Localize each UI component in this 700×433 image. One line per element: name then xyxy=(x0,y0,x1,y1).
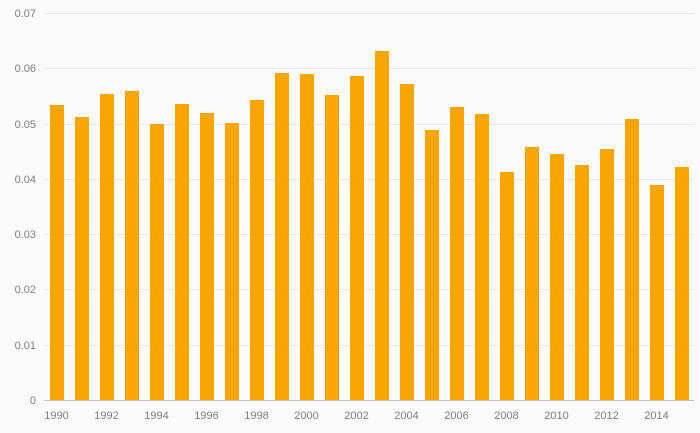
x-axis-tick-label: 2014 xyxy=(644,410,669,422)
x-axis-tick-empty xyxy=(469,410,494,426)
bar-2000 xyxy=(299,73,314,401)
x-axis-tick-empty xyxy=(369,410,394,426)
x-axis-tick-label: 2002 xyxy=(344,410,369,422)
bar-1995 xyxy=(174,104,189,401)
bar-slot xyxy=(544,14,569,401)
gridlines xyxy=(44,13,694,401)
bar-slot xyxy=(144,14,169,401)
bar-slot xyxy=(419,14,444,401)
bar-slot xyxy=(69,14,94,401)
bar-1998 xyxy=(249,99,264,401)
x-axis-tick-label: 1994 xyxy=(144,410,169,422)
bar-slot xyxy=(569,14,594,401)
bar-2007 xyxy=(474,113,489,401)
plot-area: 0 0.01 0.02 0.03 0.04 0.05 0.06 0.07 xyxy=(15,8,694,407)
bar-slot xyxy=(469,14,494,401)
x-axis-tick-empty xyxy=(219,410,244,426)
bar-slot xyxy=(244,14,269,401)
x-axis: 1990 1992 1994 1996 1998 2000 2002 2004 2006 2008… xyxy=(44,410,694,426)
x-axis-tick-label: 1996 xyxy=(194,410,219,422)
x-axis-tick-label: 1990 xyxy=(44,410,69,422)
bar-slot xyxy=(669,14,694,401)
x-axis-tick-label: 2004 xyxy=(394,410,419,422)
gridline xyxy=(44,344,694,346)
bar-slot xyxy=(644,14,669,401)
x-axis-tick-empty xyxy=(519,410,544,426)
bar-slot xyxy=(319,14,344,401)
x-axis-tick-label: 2006 xyxy=(444,410,469,422)
y-axis-tick-label: 0.01 xyxy=(14,339,36,352)
bar-2004 xyxy=(399,83,414,401)
bar-1992 xyxy=(99,93,114,401)
bar-1991 xyxy=(74,116,89,401)
bar-slot xyxy=(494,14,519,401)
y-axis-tick-label: 0 xyxy=(29,395,36,407)
x-axis-tick-empty xyxy=(319,410,344,426)
bar-slot xyxy=(444,14,469,401)
bars xyxy=(44,14,694,401)
bar-slot xyxy=(369,14,394,401)
y-axis-tick-label: 0.06 xyxy=(14,63,36,76)
x-axis-tick-empty xyxy=(619,410,644,426)
bar-1997 xyxy=(224,122,239,401)
bar-2009 xyxy=(524,146,539,401)
bar-2006 xyxy=(449,106,464,401)
bar-1990 xyxy=(49,105,64,401)
bar-2014 xyxy=(649,185,664,401)
y-axis-tick-label: 0.07 xyxy=(14,8,36,20)
bar-2005 xyxy=(424,129,439,401)
x-axis-tick-empty xyxy=(119,410,144,426)
bar-1999 xyxy=(274,73,289,401)
bar-slot xyxy=(594,14,619,401)
bar-2008 xyxy=(499,171,514,401)
x-axis-tick-empty xyxy=(69,410,94,426)
bar-slot xyxy=(394,14,419,401)
bar-slot xyxy=(194,14,219,401)
x-axis-tick-label: 2012 xyxy=(594,410,619,422)
bar-2002 xyxy=(349,76,364,401)
bar-2013 xyxy=(624,118,639,401)
y-axis-tick-label: 0.04 xyxy=(14,173,36,186)
y-axis-tick-label: 0.02 xyxy=(14,284,36,297)
x-axis-tick-label: 1992 xyxy=(94,410,119,422)
x-axis-tick-empty xyxy=(669,410,694,426)
bar-slot xyxy=(219,14,244,401)
x-axis-tick-label: 1998 xyxy=(244,410,269,422)
x-axis-tick-label: 2000 xyxy=(294,410,319,422)
bar-2010 xyxy=(549,153,564,401)
gridline xyxy=(44,289,694,291)
bar-slot xyxy=(119,14,144,401)
bar-slot xyxy=(294,14,319,401)
bar-2012 xyxy=(599,149,614,401)
bar-slot xyxy=(44,14,69,401)
bar-1993 xyxy=(124,90,139,401)
bar-slot xyxy=(269,14,294,401)
bar-2003 xyxy=(374,51,389,401)
x-axis-tick-empty xyxy=(569,410,594,426)
bar-2001 xyxy=(324,94,339,401)
gridline xyxy=(44,68,694,70)
bar-2011 xyxy=(574,164,589,401)
bar-slot xyxy=(344,14,369,401)
bar-slot xyxy=(169,14,194,401)
x-axis-tick-empty xyxy=(419,410,444,426)
bar-slot xyxy=(619,14,644,401)
y-axis-tick-label: 0.03 xyxy=(14,229,36,242)
gridline xyxy=(44,234,694,236)
gridline xyxy=(44,178,694,180)
x-axis-line xyxy=(44,400,694,401)
gridline xyxy=(44,13,694,14)
bar-slot xyxy=(94,14,119,401)
x-axis-tick-label: 2008 xyxy=(494,410,519,422)
x-axis-tick-empty xyxy=(269,410,294,426)
y-axis-tick-label: 0.05 xyxy=(14,118,36,131)
bar-slot xyxy=(519,14,544,401)
bar-2015 xyxy=(674,166,689,401)
x-axis-tick-label: 2010 xyxy=(544,410,569,422)
gridline xyxy=(44,123,694,125)
bar-1996 xyxy=(199,112,214,401)
x-axis-tick-empty xyxy=(169,410,194,426)
bar-1994 xyxy=(149,124,164,401)
